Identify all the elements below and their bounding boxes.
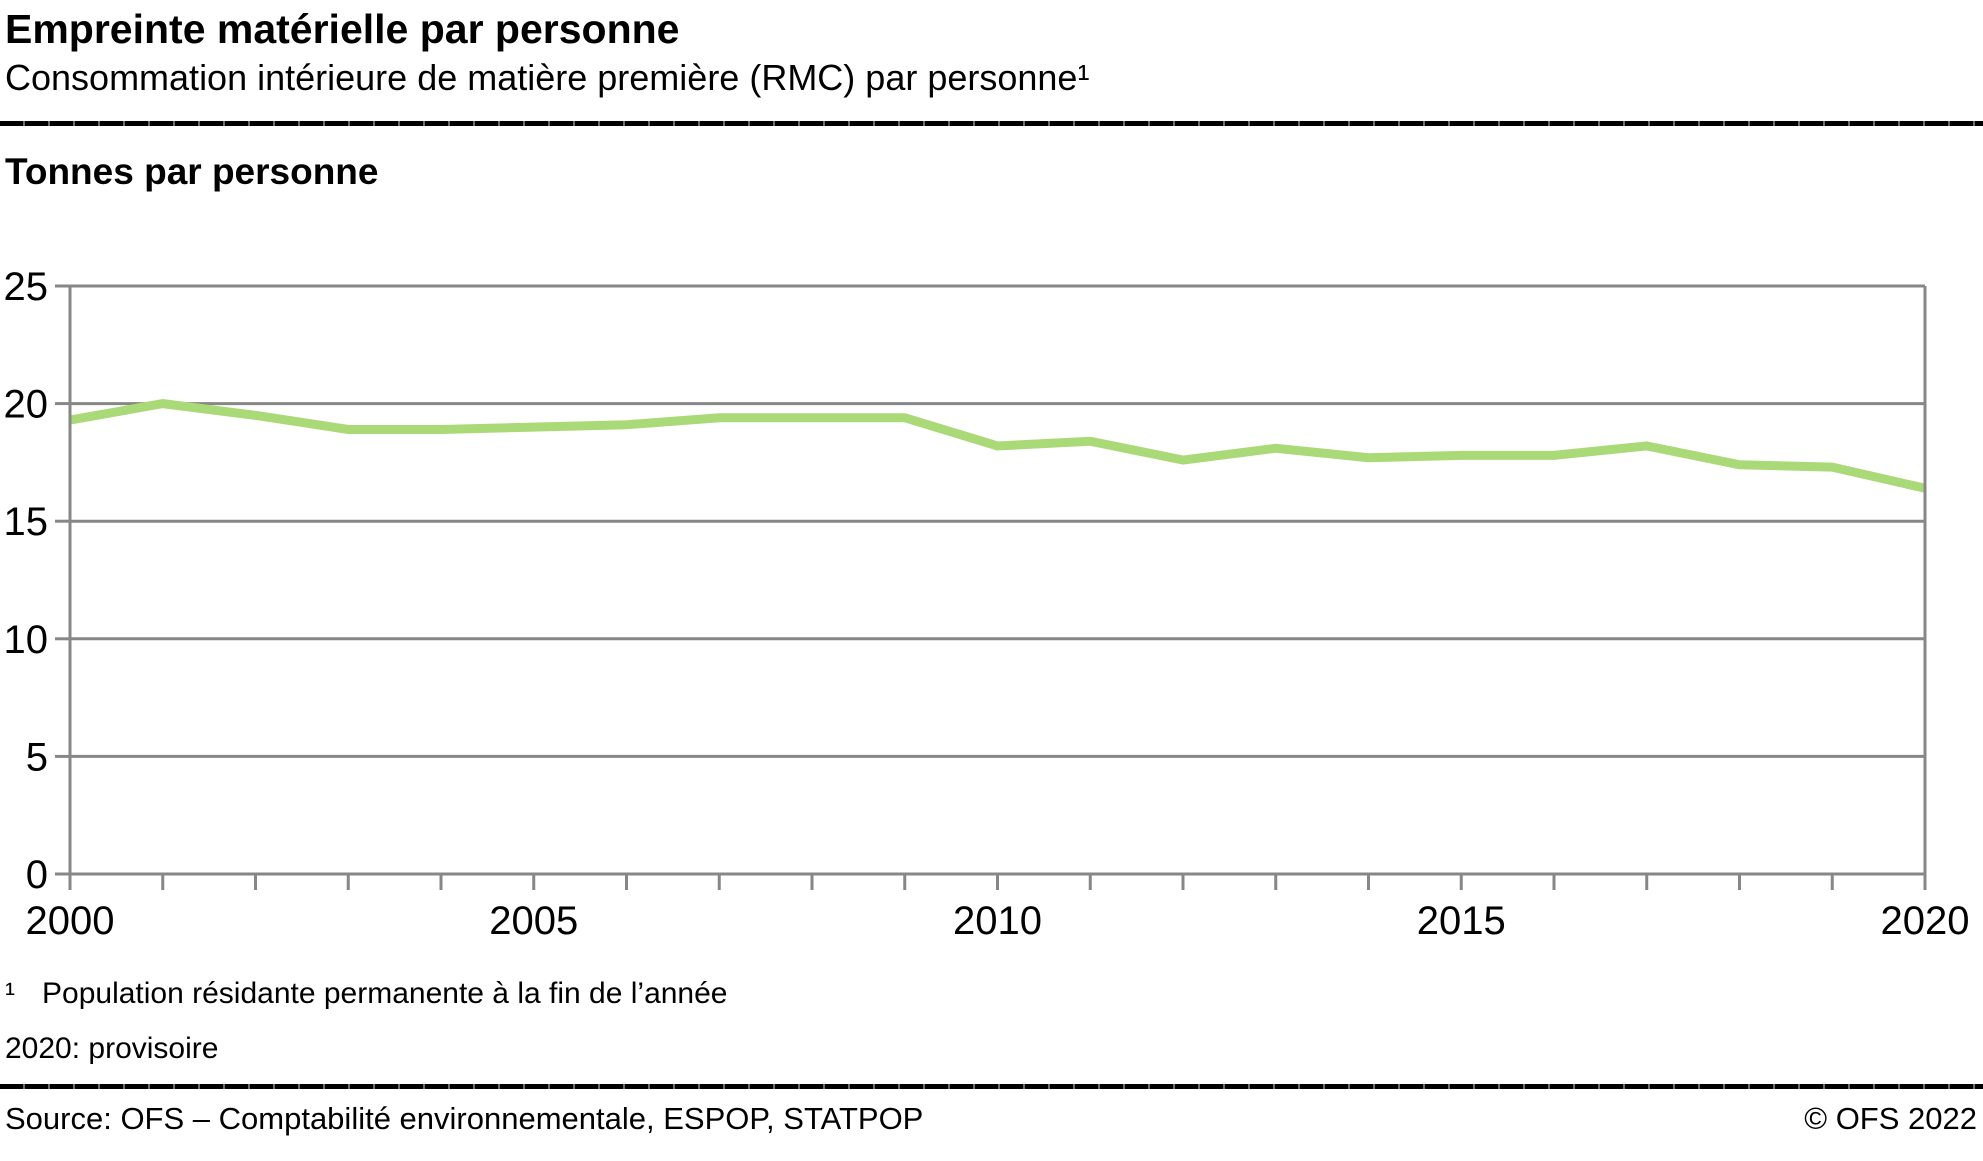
source-text: Source: OFS – Comptabilité environnement… (5, 1101, 924, 1136)
line-chart: 0 5 10 15 20 25 2000 2005 2010 2015 2020 (4, 265, 1970, 943)
x-tick-label: 2005 (489, 899, 578, 943)
page-subtitle: Consommation intérieure de matière premi… (5, 57, 1090, 98)
y-axis-title: Tonnes par personne (5, 151, 379, 192)
header-divider (0, 121, 1983, 126)
y-tick-label: 0 (26, 853, 48, 897)
page-title: Empreinte matérielle par personne (5, 6, 680, 52)
footer-divider (0, 1084, 1983, 1089)
y-tick-label: 5 (26, 735, 48, 779)
chart-area: 0 5 10 15 20 25 2000 2005 2010 2015 2020 (0, 200, 1983, 950)
footnote-provisional: 2020: provisoire (5, 1032, 219, 1065)
y-tick-label: 15 (4, 500, 49, 544)
copyright-text: © OFS 2022 (1804, 1101, 1977, 1136)
footer: Source: OFS – Comptabilité environnement… (5, 1101, 1977, 1137)
footnote-text: Population résidante permanente à la fin… (42, 977, 728, 1010)
y-tick-label: 20 (4, 383, 49, 427)
x-tick-label: 2000 (26, 899, 115, 943)
y-tick-label: 25 (4, 265, 49, 309)
y-tick-label: 10 (4, 618, 49, 662)
x-tick-label: 2015 (1417, 899, 1506, 943)
footnote-population: ¹ Population résidante permanente à la fi… (5, 977, 728, 1011)
x-tick-label: 2020 (1881, 899, 1970, 943)
data-line (69, 399, 1927, 493)
x-tick-label: 2010 (953, 899, 1042, 943)
footnote-marker: ¹ (5, 977, 15, 1010)
